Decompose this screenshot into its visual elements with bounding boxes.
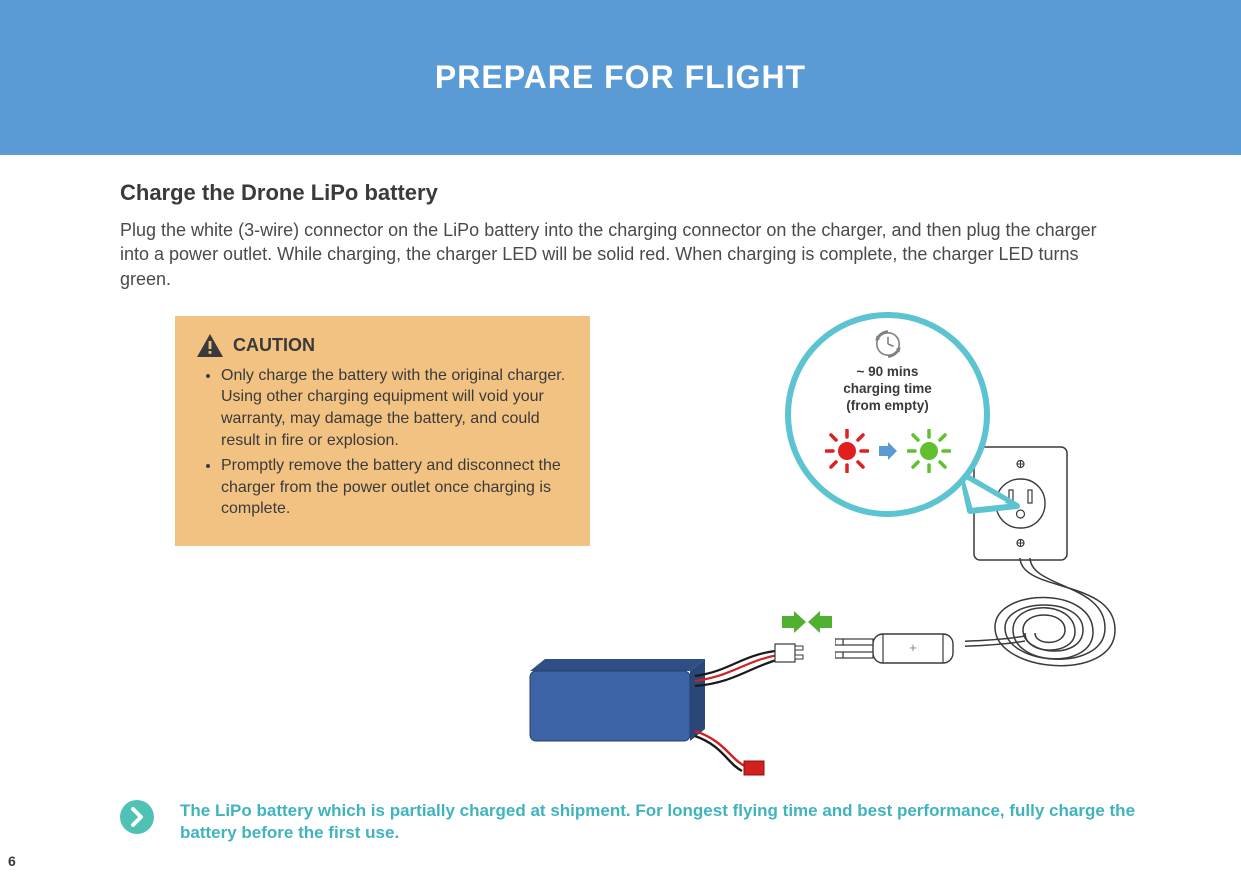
warning-triangle-icon xyxy=(197,334,223,357)
led-red-icon xyxy=(825,429,869,473)
page-title: PREPARE FOR FLIGHT xyxy=(435,59,806,96)
caution-header: CAUTION xyxy=(197,334,568,357)
caution-item: Only charge the battery with the origina… xyxy=(221,365,568,451)
callout-line1: ~ 90 mins xyxy=(857,364,919,379)
callout-text: ~ 90 mins charging time (from empty) xyxy=(843,364,932,415)
mid-row: CAUTION Only charge the battery with the… xyxy=(120,316,1121,546)
callout-tail-icon xyxy=(962,466,1032,521)
led-green-icon xyxy=(907,429,951,473)
clock-refresh-icon xyxy=(872,328,904,360)
callout-circle: ~ 90 mins charging time (from empty) xyxy=(785,312,990,517)
page-number: 6 xyxy=(8,853,16,869)
battery-icon xyxy=(520,611,840,781)
section-title: Charge the Drone LiPo battery xyxy=(120,180,1121,206)
led-row xyxy=(825,429,951,473)
section-body: Plug the white (3-wire) connector on the… xyxy=(120,218,1121,291)
callout-line3: (from empty) xyxy=(846,398,929,413)
callout-line2: charging time xyxy=(843,381,932,396)
note-text: The LiPo battery which is partially char… xyxy=(180,800,1140,844)
cable-coil-icon xyxy=(965,558,1125,718)
chevron-circle-icon xyxy=(120,800,154,834)
arrow-right-icon xyxy=(879,442,897,460)
svg-text:+: + xyxy=(909,640,917,655)
note-row: The LiPo battery which is partially char… xyxy=(120,800,1140,844)
caution-box: CAUTION Only charge the battery with the… xyxy=(175,316,590,546)
caution-label: CAUTION xyxy=(233,335,315,356)
content-area: Charge the Drone LiPo battery Plug the w… xyxy=(0,155,1241,546)
caution-item: Promptly remove the battery and disconne… xyxy=(221,455,568,520)
plug-icon: + xyxy=(835,626,965,671)
diagram-area: ~ 90 mins charging time (from empty) xyxy=(550,306,1241,806)
caution-list: Only charge the battery with the origina… xyxy=(197,365,568,520)
header-band: PREPARE FOR FLIGHT xyxy=(0,0,1241,155)
